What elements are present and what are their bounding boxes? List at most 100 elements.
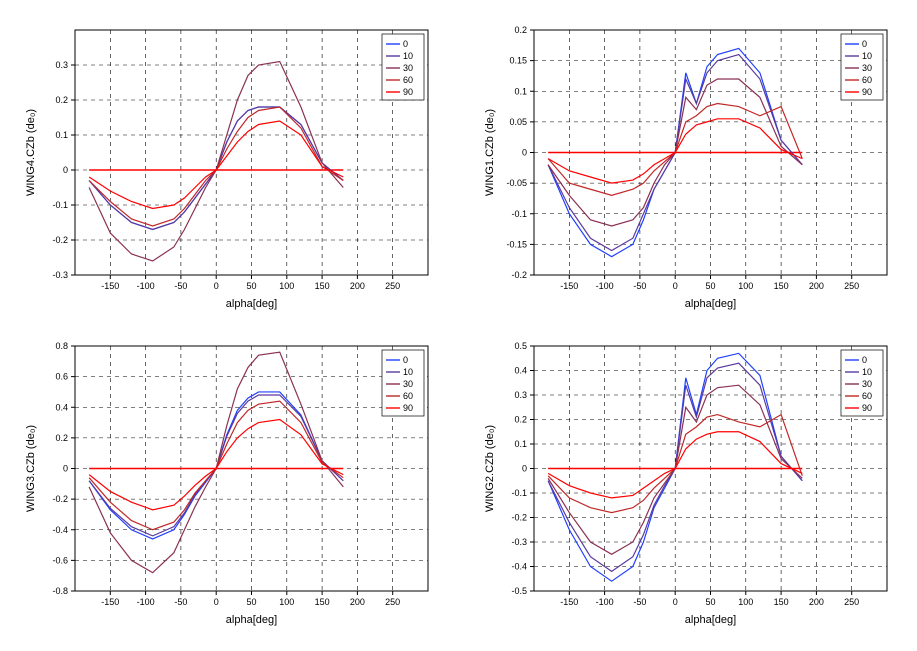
svg-text:-50: -50 [633,597,646,607]
svg-text:50: 50 [705,281,715,291]
svg-text:30: 30 [862,379,872,389]
svg-text:0.2: 0.2 [55,432,68,442]
svg-text:0: 0 [672,281,677,291]
svg-text:60: 60 [403,391,413,401]
svg-text:-0.8: -0.8 [52,586,68,596]
svg-text:-0.3: -0.3 [511,537,527,547]
panel-wing2: -150-100-50050100150200250-0.5-0.4-0.3-0… [479,336,898,632]
svg-text:-100: -100 [595,281,613,291]
svg-text:0.3: 0.3 [514,390,527,400]
svg-text:100: 100 [279,281,294,291]
svg-text:200: 200 [808,281,823,291]
svg-text:-0.2: -0.2 [511,512,527,522]
svg-text:-150: -150 [560,281,578,291]
svg-text:200: 200 [808,597,823,607]
svg-text:90: 90 [403,403,413,413]
svg-text:WING2.CZb (de₀): WING2.CZb (de₀) [484,424,496,511]
svg-text:0.3: 0.3 [55,60,68,70]
svg-text:150: 150 [773,597,788,607]
svg-text:0.2: 0.2 [55,95,68,105]
panel-wing4: -150-100-50050100150200250-0.3-0.2-0.100… [20,20,439,316]
svg-text:0: 0 [63,165,68,175]
svg-text:-100: -100 [595,597,613,607]
svg-text:-0.1: -0.1 [511,209,527,219]
svg-text:alpha[deg]: alpha[deg] [226,298,277,310]
svg-text:alpha[deg]: alpha[deg] [226,614,277,626]
svg-text:250: 250 [385,281,400,291]
svg-text:0.1: 0.1 [514,86,527,96]
svg-text:150: 150 [315,597,330,607]
svg-text:90: 90 [403,87,413,97]
svg-text:-150: -150 [101,597,119,607]
svg-text:-150: -150 [101,281,119,291]
svg-text:0.1: 0.1 [514,439,527,449]
svg-text:0.4: 0.4 [55,402,68,412]
svg-text:150: 150 [315,281,330,291]
svg-text:90: 90 [862,87,872,97]
svg-text:alpha[deg]: alpha[deg] [684,614,735,626]
svg-text:-0.2: -0.2 [511,270,527,280]
svg-text:0: 0 [214,281,219,291]
svg-text:0.4: 0.4 [514,365,527,375]
svg-text:0: 0 [862,39,867,49]
svg-text:0.2: 0.2 [514,414,527,424]
svg-text:30: 30 [862,63,872,73]
svg-text:60: 60 [862,75,872,85]
svg-text:-50: -50 [174,281,187,291]
svg-text:250: 250 [844,281,859,291]
svg-text:50: 50 [246,281,256,291]
svg-text:10: 10 [862,367,872,377]
svg-text:-0.15: -0.15 [506,239,527,249]
svg-text:-100: -100 [137,597,155,607]
svg-text:0: 0 [214,597,219,607]
svg-text:-100: -100 [137,281,155,291]
svg-text:-0.05: -0.05 [506,178,527,188]
svg-text:0.15: 0.15 [509,56,527,66]
svg-text:0.6: 0.6 [55,371,68,381]
svg-text:0: 0 [63,463,68,473]
svg-text:30: 30 [403,63,413,73]
svg-text:250: 250 [844,597,859,607]
svg-text:60: 60 [403,75,413,85]
svg-text:0: 0 [521,463,526,473]
panel-wing1: -150-100-50050100150200250-0.2-0.15-0.1-… [479,20,898,316]
svg-text:WING1.CZb (de₀): WING1.CZb (de₀) [484,109,496,196]
panel-wing3: -150-100-50050100150200250-0.8-0.6-0.4-0… [20,336,439,632]
svg-text:50: 50 [705,597,715,607]
svg-text:100: 100 [738,597,753,607]
svg-text:-150: -150 [560,597,578,607]
svg-text:50: 50 [246,597,256,607]
svg-text:0: 0 [862,355,867,365]
svg-text:200: 200 [350,281,365,291]
svg-text:0: 0 [672,597,677,607]
svg-text:250: 250 [385,597,400,607]
svg-text:30: 30 [403,379,413,389]
svg-text:10: 10 [862,51,872,61]
svg-text:0: 0 [403,39,408,49]
svg-text:90: 90 [862,403,872,413]
svg-text:0.1: 0.1 [55,130,68,140]
svg-text:-50: -50 [174,597,187,607]
svg-text:0: 0 [521,148,526,158]
svg-text:0.5: 0.5 [514,341,527,351]
svg-text:200: 200 [350,597,365,607]
svg-text:WING3.CZb (de₀): WING3.CZb (de₀) [25,424,37,511]
svg-text:-0.2: -0.2 [52,494,68,504]
svg-text:100: 100 [279,597,294,607]
svg-text:-0.5: -0.5 [511,586,527,596]
svg-text:-0.1: -0.1 [52,200,68,210]
svg-text:alpha[deg]: alpha[deg] [684,298,735,310]
svg-text:10: 10 [403,367,413,377]
svg-text:0.2: 0.2 [514,25,527,35]
svg-text:60: 60 [862,391,872,401]
svg-text:-0.1: -0.1 [511,488,527,498]
svg-text:WING4.CZb (de₀): WING4.CZb (de₀) [25,109,37,196]
svg-text:-0.4: -0.4 [52,524,68,534]
svg-text:150: 150 [773,281,788,291]
svg-text:-0.6: -0.6 [52,555,68,565]
svg-text:0.8: 0.8 [55,341,68,351]
svg-text:10: 10 [403,51,413,61]
chart-grid: -150-100-50050100150200250-0.3-0.2-0.100… [20,20,897,631]
svg-text:100: 100 [738,281,753,291]
svg-text:0.05: 0.05 [509,117,527,127]
